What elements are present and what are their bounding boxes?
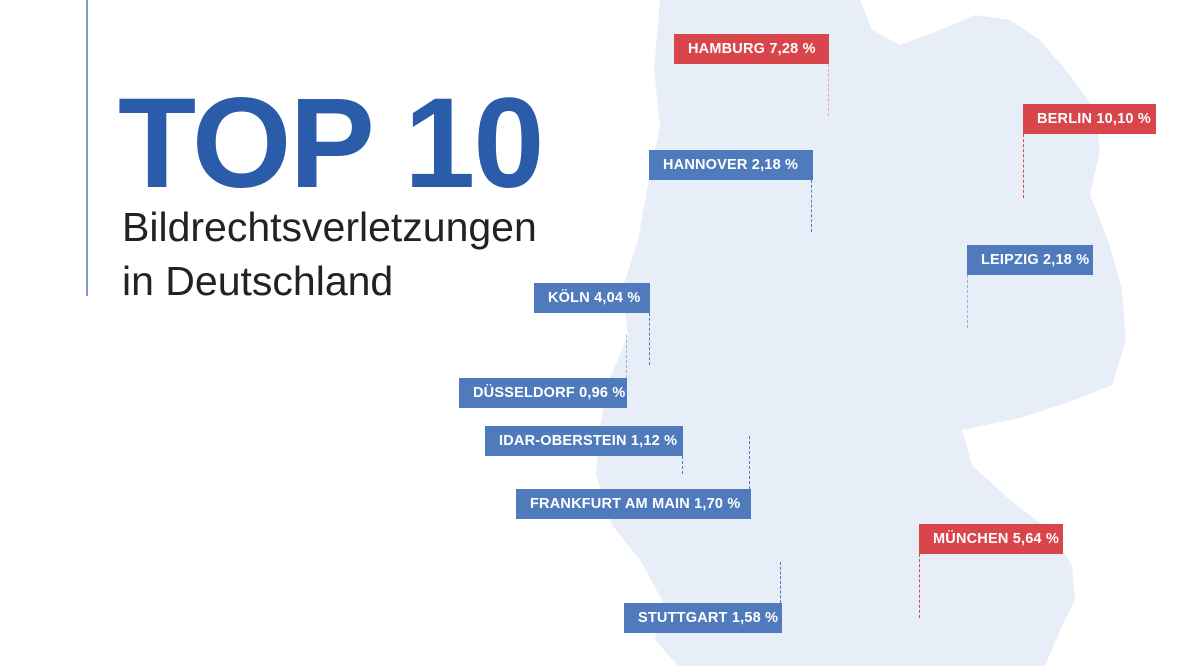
pointer-line-idar-oberstein	[682, 456, 683, 474]
city-label-hannover: HANNOVER 2,18 %	[649, 150, 813, 180]
pointer-line-frankfurt	[749, 436, 750, 489]
city-label-koeln: KÖLN 4,04 %	[534, 283, 650, 313]
city-label-hamburg: HAMBURG 7,28 %	[674, 34, 829, 64]
pointer-line-koeln	[649, 313, 650, 365]
germany-map-shape	[596, 0, 1126, 666]
title-divider-line	[86, 0, 88, 296]
pointer-line-stuttgart	[780, 562, 781, 603]
pointer-line-hamburg	[828, 64, 829, 116]
pointer-line-leipzig	[967, 275, 968, 328]
city-label-idar-oberstein: IDAR-OBERSTEIN 1,12 %	[485, 426, 683, 456]
subtitle-line-2: in Deutschland	[122, 258, 394, 304]
subtitle-line-1: Bildrechtsverletzungen	[122, 204, 537, 250]
city-label-stuttgart: STUTTGART 1,58 %	[624, 603, 782, 633]
pointer-line-berlin	[1023, 134, 1024, 198]
city-label-duesseldorf: DÜSSELDORF 0,96 %	[459, 378, 627, 408]
city-label-berlin: BERLIN 10,10 %	[1023, 104, 1156, 134]
pointer-line-hannover	[811, 180, 812, 232]
city-label-leipzig: LEIPZIG 2,18 %	[967, 245, 1093, 275]
page-title: TOP 10	[118, 72, 544, 215]
pointer-line-duesseldorf	[626, 335, 627, 378]
city-label-muenchen: MÜNCHEN 5,64 %	[919, 524, 1063, 554]
pointer-line-muenchen	[919, 554, 920, 618]
city-label-frankfurt: FRANKFURT AM MAIN 1,70 %	[516, 489, 751, 519]
